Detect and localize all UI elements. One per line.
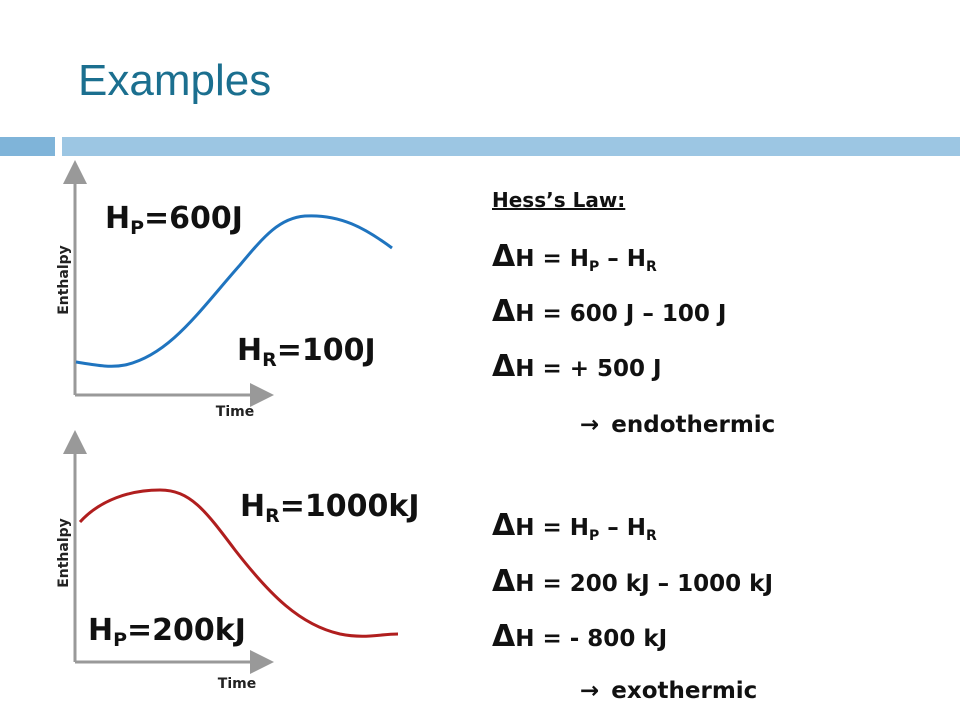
curve	[75, 214, 393, 368]
conclusion-text: endothermic	[611, 412, 775, 438]
value: =1000kJ	[280, 489, 420, 524]
rule-bar	[62, 137, 960, 156]
equation-text: H = 600 J – 100 J	[515, 301, 726, 327]
conclusion: → endothermic	[580, 412, 775, 438]
curve	[78, 488, 399, 638]
equation-text: H = H	[515, 515, 589, 541]
delta: Δ	[492, 508, 516, 543]
delta: Δ	[492, 619, 516, 654]
symbol: H	[237, 333, 262, 368]
equation-text: H = + 500 J	[515, 356, 661, 382]
energy-label: HR=100J	[237, 333, 376, 371]
energy-label: HP=600J	[105, 201, 243, 239]
symbol: H	[88, 613, 113, 648]
title: Examples	[78, 56, 271, 105]
diagram: Enthalpy Time HP=600J HR=100J	[56, 160, 393, 420]
equation-text: H = H	[515, 246, 589, 272]
y-label: Enthalpy	[56, 518, 72, 588]
subscript: R	[646, 528, 657, 544]
equation-text: – H	[599, 246, 646, 272]
arrow: →	[580, 678, 599, 704]
equation: ΔH = + 500 J	[492, 349, 662, 384]
energy-label: HP=200kJ	[88, 613, 246, 651]
conclusion-text: exothermic	[611, 678, 757, 704]
equation: ΔH = HP – HR	[492, 239, 657, 275]
x-label: Time	[216, 404, 254, 420]
diagram: Enthalpy Time HR=1000kJ HP=200kJ	[56, 430, 420, 692]
heading: Hess’s Law:	[492, 188, 625, 212]
equation: ΔH = HP – HR	[492, 508, 657, 544]
value: =100J	[277, 333, 376, 368]
subscript: P	[130, 217, 144, 239]
equation-text: H = - 800 kJ	[515, 626, 667, 652]
equation: ΔH = - 800 kJ	[492, 619, 667, 654]
arrow: →	[580, 412, 599, 438]
equation-text: H = 200 kJ – 1000 kJ	[515, 571, 773, 597]
delta: Δ	[492, 349, 516, 384]
delta: Δ	[492, 239, 516, 274]
value: =200kJ	[127, 613, 246, 648]
x-label: Time	[218, 676, 256, 692]
subscript: P	[589, 259, 599, 275]
conclusion: → exothermic	[580, 678, 757, 704]
value: =600J	[144, 201, 243, 236]
subscript: R	[262, 349, 277, 371]
subscript: R	[265, 505, 280, 527]
symbol: H	[105, 201, 130, 236]
subscript: P	[589, 528, 599, 544]
delta: Δ	[492, 564, 516, 599]
energy-label: HR=1000kJ	[240, 489, 420, 527]
equation: ΔH = 200 kJ – 1000 kJ	[492, 564, 773, 599]
symbol: H	[240, 489, 265, 524]
equation: ΔH = 600 J – 100 J	[492, 294, 726, 329]
delta: Δ	[492, 294, 516, 329]
subscript: P	[113, 629, 127, 651]
y-label: Enthalpy	[56, 245, 72, 315]
subscript: R	[646, 259, 657, 275]
equation-text: – H	[599, 515, 646, 541]
rule-block	[0, 137, 55, 156]
